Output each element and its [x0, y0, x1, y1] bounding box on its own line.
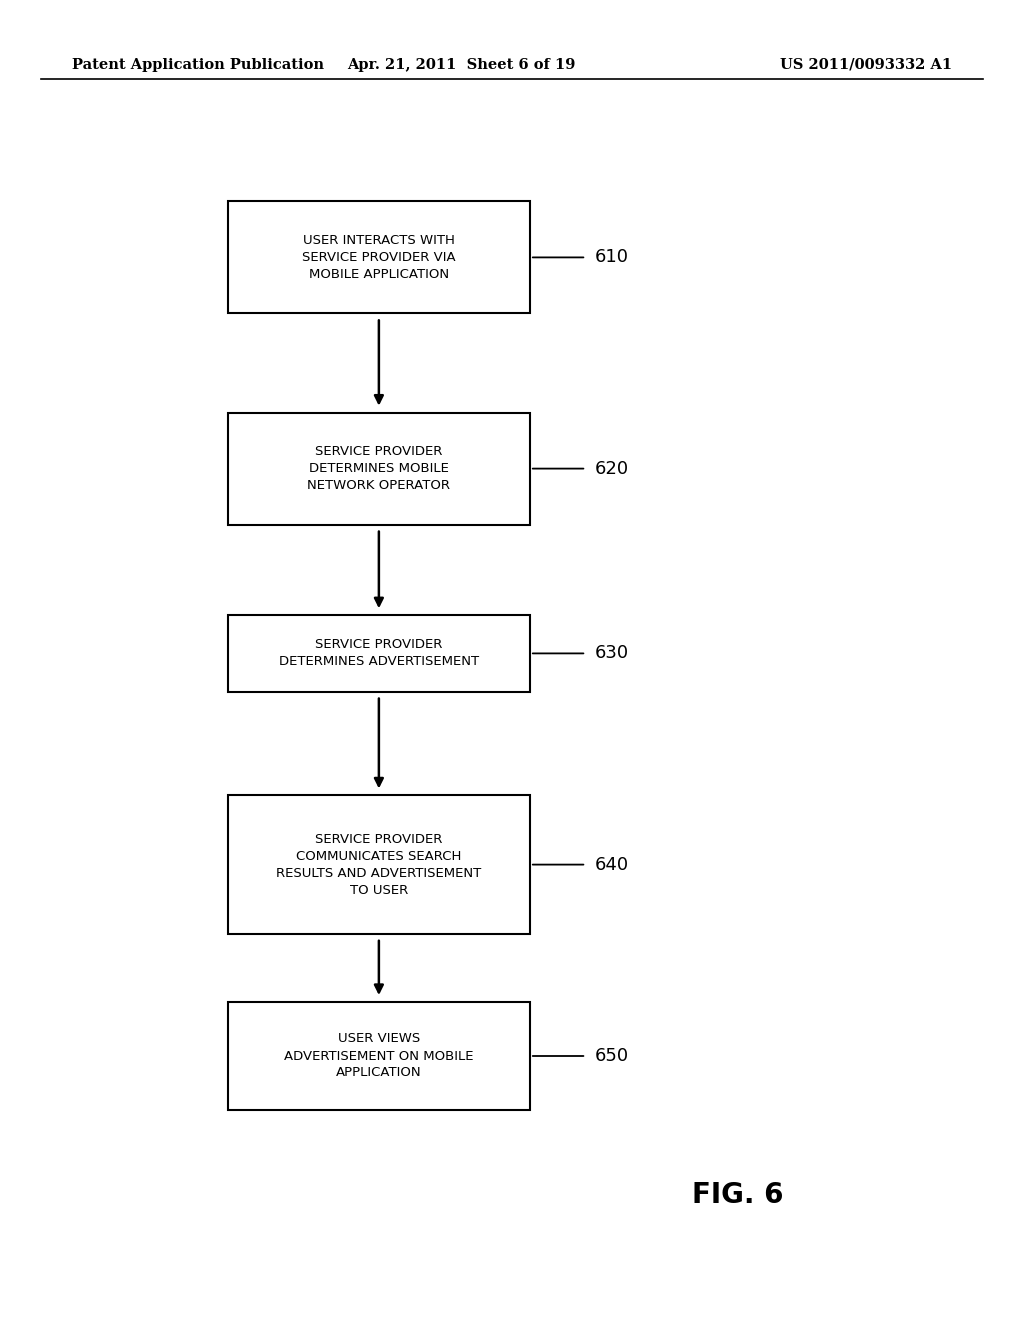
- Text: 630: 630: [594, 644, 629, 663]
- Text: SERVICE PROVIDER
DETERMINES ADVERTISEMENT: SERVICE PROVIDER DETERMINES ADVERTISEMEN…: [279, 639, 479, 668]
- Text: 610: 610: [594, 248, 629, 267]
- Text: 640: 640: [594, 855, 629, 874]
- FancyBboxPatch shape: [227, 1002, 530, 1110]
- Text: USER VIEWS
ADVERTISEMENT ON MOBILE
APPLICATION: USER VIEWS ADVERTISEMENT ON MOBILE APPLI…: [284, 1032, 474, 1080]
- Text: SERVICE PROVIDER
DETERMINES MOBILE
NETWORK OPERATOR: SERVICE PROVIDER DETERMINES MOBILE NETWO…: [307, 445, 451, 492]
- Text: US 2011/0093332 A1: US 2011/0093332 A1: [780, 58, 952, 71]
- Text: FIG. 6: FIG. 6: [691, 1180, 783, 1209]
- FancyBboxPatch shape: [227, 412, 530, 524]
- Text: USER INTERACTS WITH
SERVICE PROVIDER VIA
MOBILE APPLICATION: USER INTERACTS WITH SERVICE PROVIDER VIA…: [302, 234, 456, 281]
- FancyBboxPatch shape: [227, 201, 530, 313]
- FancyBboxPatch shape: [227, 795, 530, 935]
- Text: Patent Application Publication: Patent Application Publication: [72, 58, 324, 71]
- FancyBboxPatch shape: [227, 615, 530, 692]
- Text: 650: 650: [594, 1047, 629, 1065]
- Text: SERVICE PROVIDER
COMMUNICATES SEARCH
RESULTS AND ADVERTISEMENT
TO USER: SERVICE PROVIDER COMMUNICATES SEARCH RES…: [276, 833, 481, 896]
- Text: Apr. 21, 2011  Sheet 6 of 19: Apr. 21, 2011 Sheet 6 of 19: [346, 58, 575, 71]
- Text: 620: 620: [594, 459, 629, 478]
